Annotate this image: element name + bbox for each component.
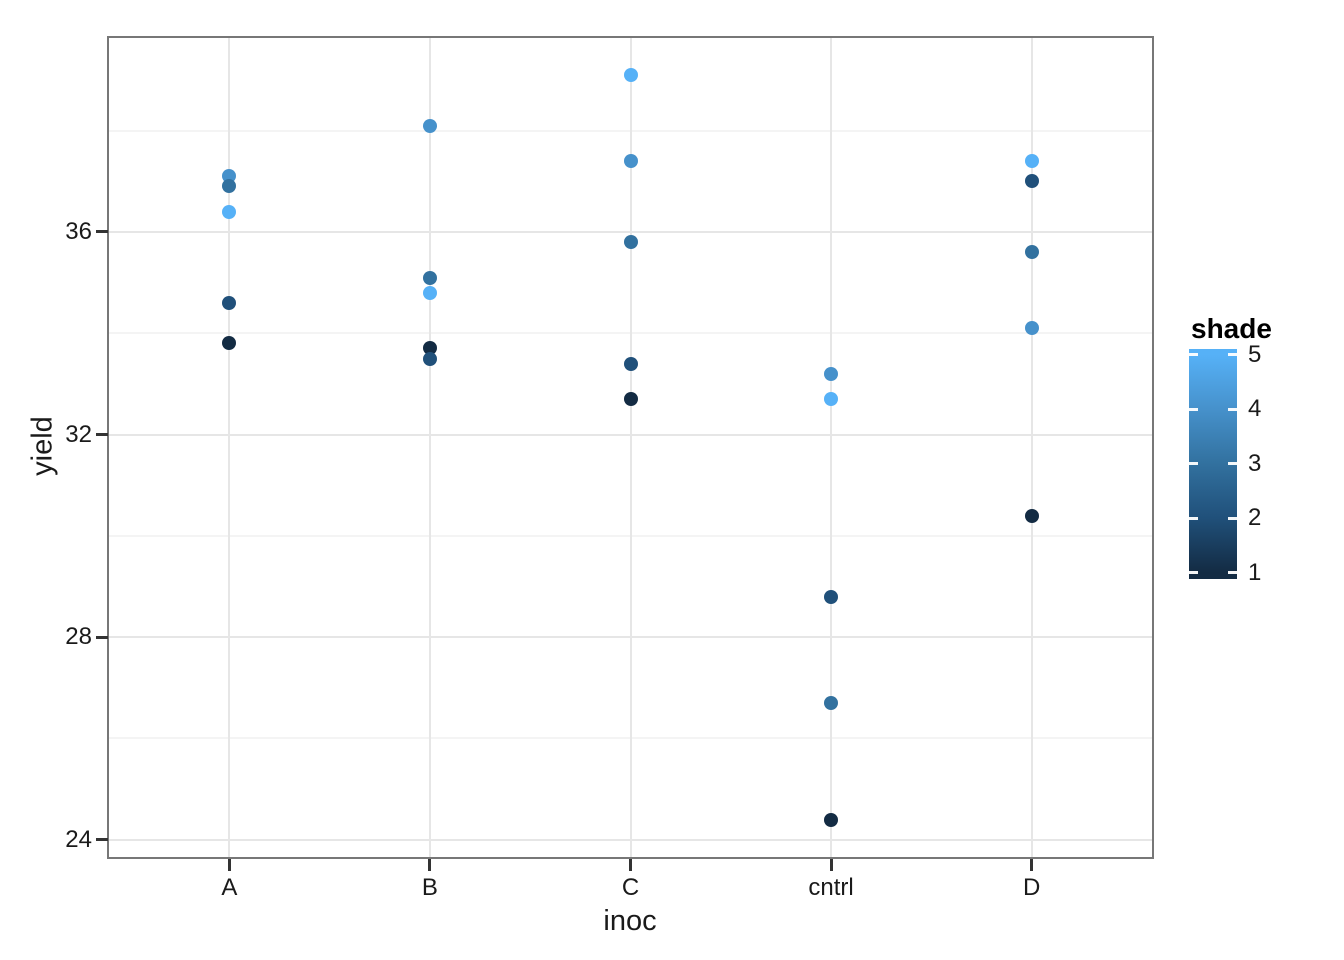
data-point xyxy=(1024,174,1039,189)
data-point xyxy=(623,67,638,82)
data-point xyxy=(222,336,237,351)
x-gridline-major xyxy=(228,38,231,857)
legend-tick-mark xyxy=(1189,407,1198,411)
y-axis-tick xyxy=(96,635,108,639)
data-point xyxy=(422,270,437,285)
x-axis-tick xyxy=(829,859,833,871)
legend-tick-mark xyxy=(1228,516,1237,520)
data-point xyxy=(222,295,237,310)
data-point xyxy=(623,154,638,169)
x-tick-label: A xyxy=(221,874,238,901)
legend-tick-label: 4 xyxy=(1248,395,1262,423)
x-axis-tick xyxy=(227,859,231,871)
data-point xyxy=(824,696,839,711)
data-point xyxy=(1024,508,1039,523)
legend-tick-label: 5 xyxy=(1248,340,1262,368)
x-tick-label: B xyxy=(421,874,438,901)
data-point xyxy=(222,204,237,219)
x-gridline-major xyxy=(1030,38,1033,857)
data-point xyxy=(824,392,839,407)
x-gridline-major xyxy=(428,38,431,857)
data-point xyxy=(1024,321,1039,336)
data-point xyxy=(422,351,437,366)
data-point xyxy=(623,392,638,407)
legend-tick-mark xyxy=(1228,571,1237,574)
x-gridline-major xyxy=(830,38,833,857)
x-tick-label: C xyxy=(621,874,640,901)
legend-tick-label: 2 xyxy=(1248,504,1262,532)
y-axis-tick xyxy=(96,838,108,842)
x-tick-label: D xyxy=(1022,874,1041,901)
x-axis-tick xyxy=(428,859,432,871)
data-point xyxy=(623,356,638,371)
data-point xyxy=(824,589,839,604)
x-tick-label: cntrl xyxy=(808,874,854,901)
legend-tick-mark xyxy=(1228,462,1237,466)
y-tick-label: 32 xyxy=(65,420,92,448)
legend-tick-mark xyxy=(1228,353,1237,357)
data-point xyxy=(222,179,237,194)
y-tick-label: 36 xyxy=(65,217,92,245)
legend-title: shade xyxy=(1191,313,1272,344)
data-point xyxy=(1024,245,1039,260)
data-point xyxy=(422,285,437,300)
x-gridline-major xyxy=(629,38,632,857)
x-axis-title: inoc xyxy=(603,905,657,937)
data-point xyxy=(623,235,638,250)
legend-tick-label: 3 xyxy=(1248,449,1262,477)
legend-tick-mark xyxy=(1189,516,1198,520)
y-tick-label: 28 xyxy=(65,623,92,651)
x-axis-tick xyxy=(1030,859,1034,871)
legend-tick-mark xyxy=(1189,571,1198,574)
data-point xyxy=(824,812,839,827)
legend-tick-mark xyxy=(1228,407,1237,411)
data-point xyxy=(1024,154,1039,169)
y-axis-tick xyxy=(96,433,108,437)
x-axis-tick xyxy=(629,859,632,871)
data-point xyxy=(422,118,437,133)
y-tick-label: 24 xyxy=(65,825,92,853)
legend-tick-mark xyxy=(1189,462,1198,466)
y-axis-tick xyxy=(96,230,108,234)
data-point xyxy=(824,366,839,381)
legend-tick-label: 1 xyxy=(1248,558,1262,586)
legend-tick-mark xyxy=(1189,353,1198,357)
